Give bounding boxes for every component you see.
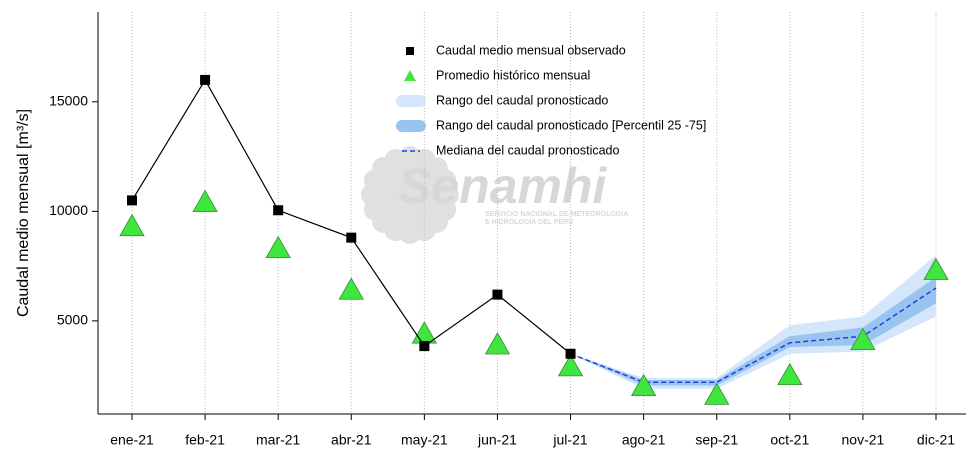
observed-point [273,205,284,216]
historical-point [630,373,657,397]
historical-point [192,189,218,212]
observed-point [346,232,357,243]
median-line [570,287,937,383]
watermark-gear [374,159,446,231]
legend-label: Rango del caudal pronosticado [Percentil… [436,118,706,132]
x-tick-label: ene-21 [110,432,154,448]
watermark-subtitle: SERVICIO NACIONAL DE METEOROLOGÍA [485,209,628,218]
observed-point [419,341,430,352]
y-tick-label: 10000 [49,202,88,218]
y-axis-label: Caudal medio mensual [m³/s] [15,109,32,317]
historical-point [338,277,364,300]
historical-point [704,382,730,405]
x-tick-label: nov-21 [842,432,885,448]
watermark-subtitle: E HIDROLOGÍA DEL PERÚ [485,217,573,226]
historical-point [850,327,876,351]
observed-point [200,74,211,85]
legend-swatch [396,120,426,132]
x-tick-label: feb-21 [185,432,225,448]
legend-swatch [396,95,426,107]
x-tick-label: abr-21 [331,432,372,448]
legend-label: Rango del caudal pronosticado [436,93,608,107]
historical-point [557,354,584,377]
y-tick-label: 5000 [57,312,88,328]
legend-label: Mediana del caudal pronosticado [436,143,620,157]
legend-label: Promedio histórico mensual [436,68,590,82]
watermark-title: Senamhi [398,158,608,214]
x-tick-label: mar-21 [256,432,301,448]
y-tick-label: 15000 [49,93,88,109]
legend-swatch [406,47,414,55]
x-tick-label: jun-21 [477,432,517,448]
historical-point [484,332,511,355]
observed-point [492,289,503,300]
historical-point [777,362,803,386]
x-tick-label: jul-21 [552,432,587,448]
x-tick-label: sep-21 [695,432,738,448]
observed-point [127,195,137,206]
historical-point [265,235,291,258]
x-tick-label: may-21 [401,432,448,448]
x-tick-label: ago-21 [622,432,666,448]
legend-swatch [404,70,416,81]
x-tick-label: dic-21 [917,432,955,448]
x-tick-label: oct-21 [770,432,809,448]
legend-label: Caudal medio mensual observado [436,43,626,57]
historical-point [923,257,949,280]
historical-point [119,213,145,237]
observed-point [565,348,576,359]
